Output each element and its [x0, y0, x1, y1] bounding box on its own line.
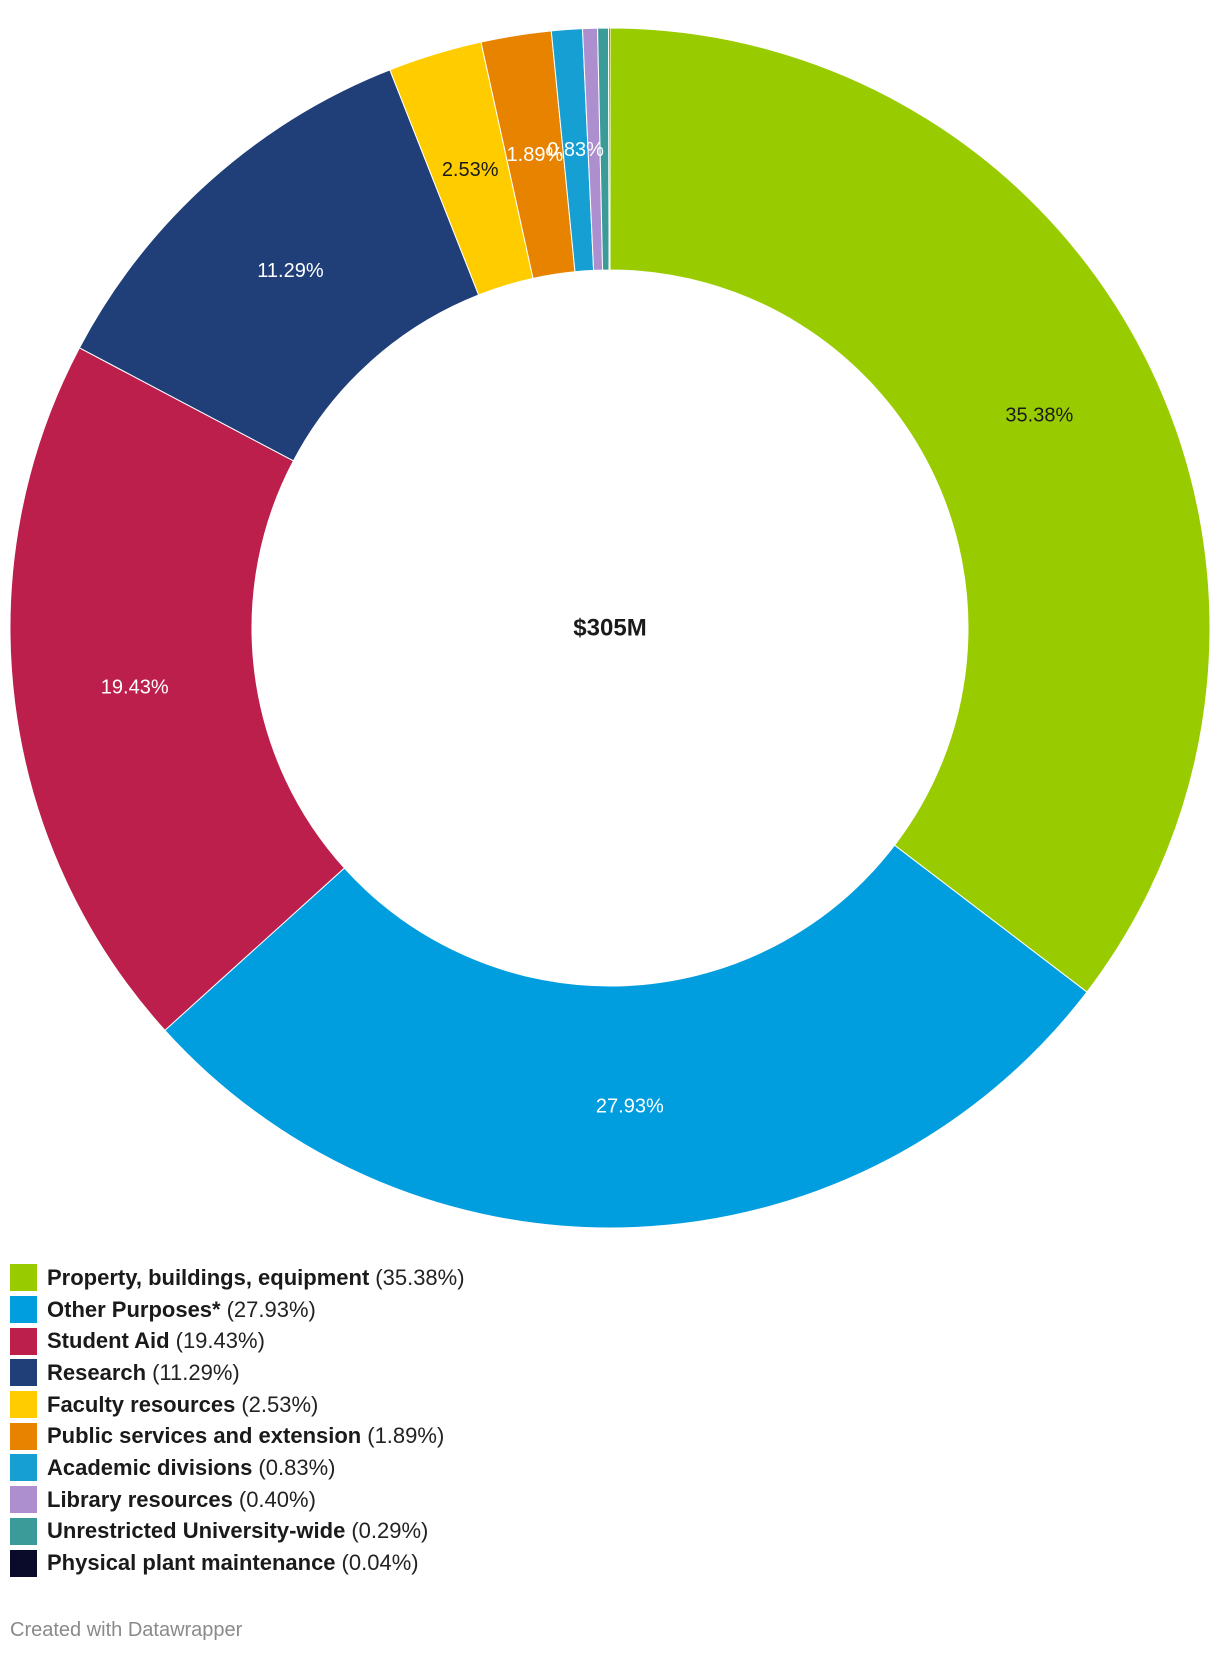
legend-percent: (0.83%)	[258, 1454, 336, 1480]
legend-percent: (27.93%)	[226, 1296, 316, 1322]
legend-item-public-services-and-extension: Public services and extension (1.89%)	[10, 1420, 1010, 1452]
legend-swatch	[10, 1454, 37, 1482]
slice-label-faculty-resources: 2.53%	[442, 159, 499, 181]
slice-property-buildings-equipment	[609, 27, 1211, 993]
slice-student-aid	[9, 347, 346, 1032]
donut-chart: 35.38% 27.93% 19.43% 11.29% 2.53% 1.89% 0.83% …	[9, 27, 1211, 1229]
legend-name: Library resources	[47, 1486, 233, 1512]
legend-percent: (0.40%)	[238, 1486, 316, 1512]
donut-chart-svg: 35.38%27.93%19.43%11.29%2.53%1.89%0.83% …	[9, 27, 1211, 1229]
legend-item-library-resources: Library resources (0.40%)	[10, 1484, 1010, 1516]
legend-swatch	[10, 1359, 37, 1387]
slice-label-student-aid: 19.43%	[101, 677, 169, 699]
legend-percent: (1.89%)	[367, 1423, 445, 1449]
slice-label-academic-divisions: 0.83%	[547, 139, 604, 161]
slice-label-research: 11.29%	[257, 260, 324, 282]
legend-name: Public services and extension	[47, 1423, 362, 1449]
legend-swatch	[10, 1549, 37, 1577]
legend-percent: (19.43%)	[175, 1328, 265, 1354]
legend-item-unrestricted-university-wide: Unrestricted University-wide (0.29%)	[10, 1516, 1010, 1548]
legend-percent: (35.38%)	[375, 1264, 465, 1290]
legend-name: Student Aid	[47, 1328, 170, 1354]
legend-name: Academic divisions	[47, 1454, 253, 1480]
legend-item-student-aid: Student Aid (19.43%)	[10, 1325, 1010, 1357]
legend-item-other-purposes: Other Purposes* (27.93%)	[10, 1294, 1010, 1326]
legend-name: Property, buildings, equipment	[47, 1264, 370, 1290]
legend-name: Faculty resources	[47, 1391, 236, 1417]
slice-label-other-purposes: 27.93%	[596, 1096, 664, 1118]
legend-name: Physical plant maintenance	[47, 1550, 336, 1576]
legend-swatch	[10, 1422, 37, 1450]
legend-swatch	[10, 1327, 37, 1355]
legend-item-research: Research (11.29%)	[10, 1357, 1010, 1389]
legend-swatch	[10, 1391, 37, 1419]
slice-label-property-buildings-equipment: 35.38%	[1005, 405, 1073, 427]
legend-swatch	[10, 1264, 37, 1292]
legend-item-property-buildings-equipment: Property, buildings, equipment (35.38%)	[10, 1262, 1010, 1294]
slice-other-purposes	[164, 844, 1088, 1229]
legend-name: Other Purposes*	[47, 1296, 221, 1322]
slice-physical-plant-maintenance	[607, 27, 611, 271]
chart-legend: Property, buildings, equipment (35.38%) Ot…	[10, 1262, 1010, 1579]
slice-label-public-services-and-extension: 1.89%	[507, 144, 564, 166]
legend-percent: (11.29%)	[152, 1359, 240, 1385]
datawrapper-credit: Created with Datawrapper	[10, 1619, 243, 1641]
legend-item-academic-divisions: Academic divisions (0.83%)	[10, 1452, 1010, 1484]
center-total-label: $305M	[573, 615, 646, 642]
legend-percent: (0.04%)	[341, 1550, 419, 1576]
legend-name: Research	[47, 1359, 147, 1385]
legend-swatch	[10, 1486, 37, 1514]
legend-name: Unrestricted University-wide	[47, 1518, 346, 1544]
legend-item-physical-plant-maintenance: Physical plant maintenance (0.04%)	[10, 1547, 1010, 1579]
legend-swatch	[10, 1517, 37, 1545]
legend-item-faculty-resources: Faculty resources (2.53%)	[10, 1389, 1010, 1421]
legend-percent: (0.29%)	[351, 1518, 429, 1544]
legend-percent: (2.53%)	[241, 1391, 319, 1417]
legend-swatch	[10, 1296, 37, 1324]
